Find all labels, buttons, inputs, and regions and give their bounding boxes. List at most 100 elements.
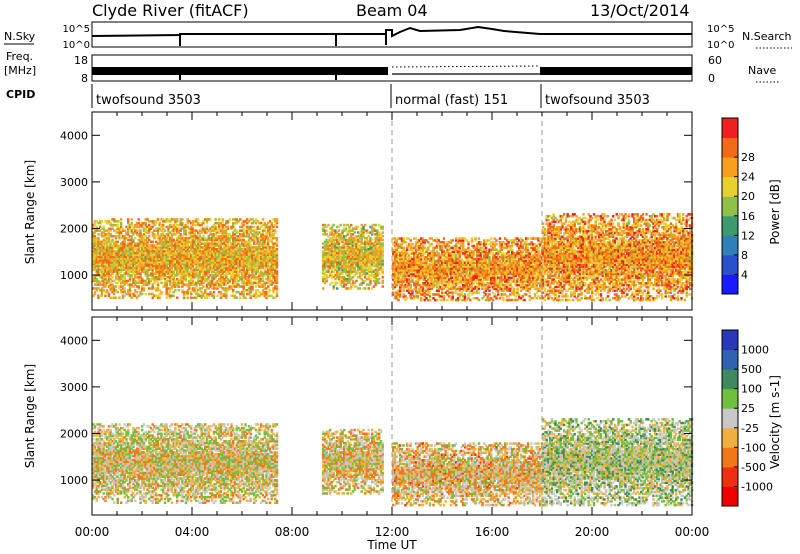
echo-cell — [443, 295, 445, 298]
echo-cell — [410, 239, 412, 242]
nsky-label: N.Sky — [4, 30, 36, 43]
echo-cell — [269, 289, 271, 292]
echo-cell — [406, 297, 408, 300]
echo-cell — [382, 226, 384, 229]
echo-cell — [378, 282, 380, 285]
cpid-row: CPID twofsound 3503 normal (fast) 151 tw… — [6, 84, 650, 108]
echo-cell — [229, 218, 231, 221]
echo-cell — [103, 226, 105, 229]
echo-cell — [134, 237, 136, 240]
echo-cell — [355, 280, 357, 283]
echo-cell — [276, 218, 278, 221]
echo-cell — [159, 297, 161, 300]
echo-cell — [127, 218, 129, 221]
echo-cell — [357, 226, 359, 229]
echo-cell — [157, 218, 159, 221]
echo-cell — [108, 293, 110, 296]
beam-title: Beam 04 — [356, 1, 428, 20]
echo-cell — [187, 297, 189, 300]
station-title: Clyde River (fitACF) — [92, 1, 249, 20]
echo-cell — [101, 220, 103, 223]
nsearch-label: N.Search — [742, 30, 792, 43]
noise-strip: N.Sky 10^5 10^0 10^5 10^0 N.Search — [4, 22, 792, 51]
echo-cell — [96, 226, 98, 229]
figure: Clyde River (fitACF) Beam 04 13/Oct/2014… — [0, 0, 800, 554]
freq-band-1 — [92, 67, 388, 75]
echo-cell — [271, 222, 273, 225]
nsky-tick-high: 10^5 — [63, 24, 90, 35]
echo-cell — [148, 235, 150, 238]
echo-cell — [178, 289, 180, 292]
cpid-segment-1: twofsound 3503 — [96, 93, 201, 108]
power-echoes — [92, 112, 693, 310]
echo-cell — [371, 239, 373, 242]
echo-cell — [152, 241, 154, 244]
echo-cell — [239, 218, 241, 221]
echo-cell — [364, 224, 366, 227]
echo-cell — [157, 282, 159, 285]
echo-cell — [239, 297, 241, 300]
echo-cell — [326, 229, 328, 232]
echo-cell — [117, 224, 119, 227]
echo-cell — [276, 248, 278, 251]
echo-cell — [345, 228, 347, 231]
freq-band-2 — [540, 67, 692, 75]
freq-unit: [MHz] — [4, 64, 36, 77]
echo-cell — [443, 237, 445, 240]
echo-cell — [431, 243, 433, 246]
echo-cell — [436, 299, 438, 302]
echo-cell — [340, 224, 342, 227]
echo-cell — [97, 237, 99, 240]
echo-cell — [176, 297, 178, 300]
echo-cell — [420, 297, 422, 300]
freq-tick-high: 18 — [74, 54, 88, 67]
echo-cell — [213, 291, 215, 294]
echo-cell — [104, 295, 106, 298]
echo-cell — [382, 235, 384, 238]
echo-cell — [446, 299, 448, 302]
echo-region — [92, 218, 278, 299]
echo-cell — [382, 280, 384, 283]
echo-cell — [397, 299, 399, 302]
echo-region — [392, 237, 543, 301]
freq-strip: Freq. [MHz] 18 8 60 0 Nave — [4, 50, 780, 85]
echo-cell — [364, 287, 366, 290]
echo-region — [322, 224, 384, 290]
echo-cell — [139, 229, 141, 232]
cpid-label: CPID — [6, 88, 35, 101]
echo-cell — [236, 297, 238, 300]
echo-cell — [131, 218, 133, 221]
echo-cell — [452, 239, 454, 242]
date-title: 13/Oct/2014 — [590, 1, 690, 20]
echo-cell — [117, 291, 119, 294]
echo-cell — [202, 285, 204, 288]
echo-cell — [209, 218, 211, 221]
echo-cell — [382, 231, 384, 234]
echo-cell — [181, 218, 183, 221]
echo-cell — [276, 285, 278, 288]
cpid-segment-3: twofsound 3503 — [545, 93, 650, 108]
echo-cell — [331, 282, 333, 285]
echo-cell — [120, 222, 122, 225]
nave-tick-low: 0 — [708, 72, 715, 85]
echo-cell — [227, 226, 229, 229]
echo-cell — [115, 297, 117, 300]
nsearch-tick-low: 10^0 — [707, 40, 734, 51]
echo-cell — [403, 247, 405, 250]
echo-cell — [173, 295, 175, 298]
echo-cell — [115, 285, 117, 288]
echo-cell — [276, 237, 278, 240]
cpid-segment-2: normal (fast) 151 — [395, 93, 508, 108]
echo-cell — [136, 291, 138, 294]
echo-cell — [197, 218, 199, 221]
echo-cell — [338, 229, 340, 232]
echo-cell — [118, 297, 120, 300]
echo-cell — [429, 295, 431, 298]
echo-cell — [378, 278, 380, 281]
echo-cell — [382, 269, 384, 272]
echo-cell — [429, 299, 431, 302]
echo-cell — [333, 224, 335, 227]
echo-cell — [111, 276, 113, 279]
echo-cell — [382, 276, 384, 279]
echo-cell — [403, 237, 405, 240]
